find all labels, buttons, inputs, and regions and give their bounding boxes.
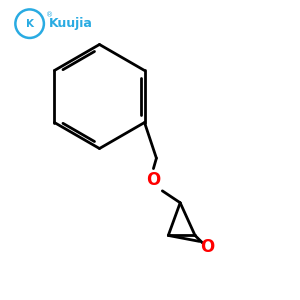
Text: O: O [200, 238, 214, 256]
Text: ®: ® [46, 12, 53, 18]
Text: Kuujia: Kuujia [49, 17, 93, 30]
Text: K: K [26, 19, 34, 29]
Text: O: O [146, 172, 161, 190]
